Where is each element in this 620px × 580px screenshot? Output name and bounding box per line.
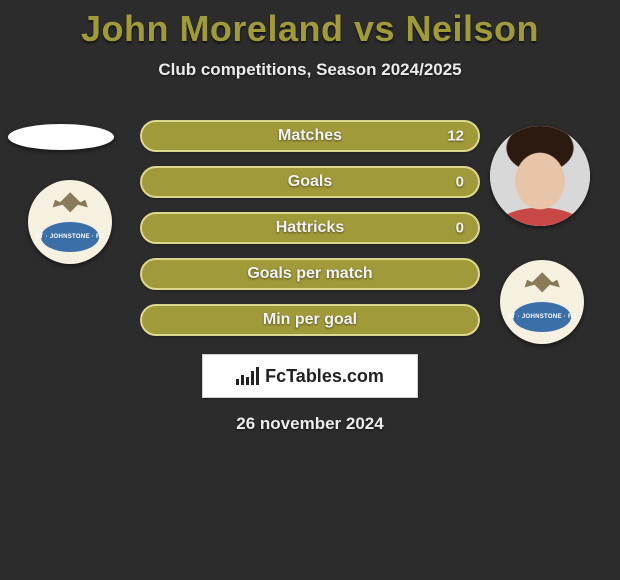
stats-list: Matches 12 Goals 0 Hattricks 0 Goals per… — [140, 120, 480, 336]
crest-text: ST · JOHNSTONE · FC — [35, 234, 104, 240]
eagle-icon — [45, 188, 95, 222]
player2-avatar — [490, 126, 590, 226]
date-label: 26 november 2024 — [0, 414, 620, 434]
stat-label: Hattricks — [276, 219, 344, 237]
stat-row: Goals per match — [140, 258, 480, 290]
stat-label: Min per goal — [263, 311, 357, 329]
stat-row: Matches 12 — [140, 120, 480, 152]
stat-label: Goals — [288, 173, 332, 191]
player2-club-crest: ST · JOHNSTONE · FC — [500, 260, 584, 344]
subtitle: Club competitions, Season 2024/2025 — [0, 60, 620, 80]
stat-value: 12 — [447, 128, 464, 145]
page-title: John Moreland vs Neilson — [0, 8, 620, 50]
stat-label: Matches — [278, 127, 342, 145]
face-icon — [490, 126, 590, 226]
stat-row: Hattricks 0 — [140, 212, 480, 244]
bar-chart-icon — [236, 367, 259, 385]
stat-row: Goals 0 — [140, 166, 480, 198]
player1-club-crest: ST · JOHNSTONE · FC — [28, 180, 112, 264]
stat-label: Goals per match — [247, 265, 372, 283]
brand-badge: FcTables.com — [202, 354, 418, 398]
crest-text: ST · JOHNSTONE · FC — [507, 314, 576, 320]
stat-value: 0 — [456, 220, 464, 237]
stat-row: Min per goal — [140, 304, 480, 336]
brand-text: FcTables.com — [265, 366, 384, 387]
stat-value: 0 — [456, 174, 464, 191]
eagle-icon — [517, 268, 567, 302]
player1-avatar — [8, 124, 114, 150]
